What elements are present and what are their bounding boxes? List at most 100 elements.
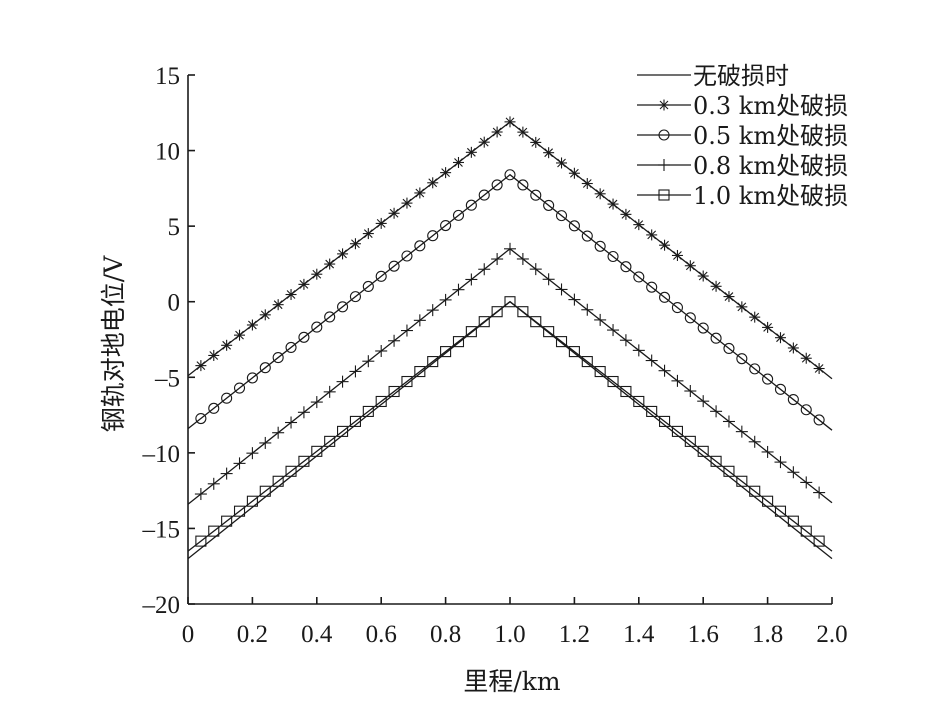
data-point-square: [659, 415, 671, 427]
data-point-square: [774, 505, 787, 517]
data-point-square: [543, 326, 555, 338]
x-ticks: 0 0.2 0.4 0.6 0.8 1.0 1.2 1.4 1.6 1.8 2.0: [182, 597, 848, 648]
data-point-square: [208, 525, 220, 537]
data-point-circle: [221, 392, 233, 404]
data-point-circle: [465, 199, 477, 211]
x-tick-label: 0: [182, 621, 195, 648]
data-point-square: [221, 515, 233, 527]
data-point-circle: [543, 199, 555, 211]
data-point-circle: [233, 382, 246, 394]
data-point-square: [414, 365, 426, 378]
data-point-square: [272, 475, 284, 487]
data-point-circle: [594, 240, 606, 252]
data-point-square: [440, 346, 452, 358]
y-axis-label: 钢轨对地电位/V: [99, 255, 128, 432]
legend-item: 无破损时: [637, 62, 789, 90]
y-tick-label: 15: [155, 63, 180, 90]
data-point-circle: [388, 260, 400, 272]
data-point-circle: [491, 179, 503, 191]
data-point-circle: [452, 209, 465, 221]
data-point-circle: [800, 404, 812, 416]
data-point-square: [259, 485, 271, 497]
data-point-circle: [659, 291, 671, 303]
data-point-circle: [813, 414, 825, 426]
data-point-square: [568, 346, 580, 358]
legend-item: 0.3 km处破损: [637, 92, 848, 120]
data-point-circle: [324, 311, 336, 323]
y-tick-label: 10: [155, 139, 180, 166]
data-point-square: [375, 395, 387, 408]
data-point-circle: [530, 189, 542, 201]
legend-label: 1.0 km处破损: [693, 182, 848, 210]
data-point-square: [465, 326, 477, 338]
data-point-square: [478, 316, 490, 328]
data-point-circle: [646, 281, 658, 293]
data-point-circle: [349, 291, 361, 303]
data-point-square: [684, 435, 696, 447]
data-point-square: [530, 316, 542, 328]
data-point-square: [311, 445, 323, 457]
data-point-circle: [311, 321, 323, 333]
data-point-square: [324, 435, 336, 447]
data-point-circle: [736, 353, 748, 365]
data-point-square: [246, 495, 258, 507]
series-line: [187, 300, 833, 552]
data-point-square: [594, 365, 606, 378]
data-point-circle: [749, 363, 761, 375]
data-point-circle: [633, 271, 645, 283]
y-tick-label: –5: [154, 365, 180, 392]
data-point-square: [581, 356, 593, 368]
data-point-square: [710, 455, 722, 467]
x-tick-label: 0.6: [366, 621, 397, 648]
data-point-square: [401, 375, 413, 388]
series-line: [187, 300, 833, 560]
legend-item: 0.8 km处破损: [637, 152, 848, 180]
plot-area: 15 10 5 0 –5 –10 –15 –20 0 0.2 0.4 0.6 0.8 1.0 1.2 1.4…: [142, 63, 848, 648]
y-tick-label: 5: [168, 214, 181, 241]
data-point-square: [658, 189, 670, 201]
x-tick-label: 0.4: [301, 621, 333, 648]
x-tick-label: 1.8: [752, 621, 783, 648]
data-point-square: [362, 405, 374, 417]
y-tick-label: –10: [142, 441, 181, 468]
data-point-circle: [723, 342, 735, 354]
data-point-square: [349, 415, 361, 427]
data-point-square: [427, 356, 439, 368]
data-point-square: [633, 395, 645, 408]
data-point-square: [646, 405, 658, 417]
data-point-circle: [504, 169, 516, 181]
data-point-circle: [478, 189, 490, 201]
series-3: [187, 242, 833, 505]
legend-item: 1.0 km处破损: [637, 182, 848, 210]
y-tick-label: –15: [142, 516, 181, 543]
data-point-square: [787, 515, 799, 527]
data-point-circle: [671, 302, 683, 314]
x-tick-label: 0.8: [430, 621, 461, 648]
data-point-circle: [581, 230, 593, 242]
data-point-square: [517, 306, 529, 318]
x-axis-label: 里程/km: [463, 667, 561, 696]
data-point-square: [298, 455, 310, 467]
data-point-circle: [658, 129, 670, 141]
series-line: [187, 247, 833, 505]
data-point-circle: [620, 261, 632, 273]
data-point-circle: [285, 341, 297, 353]
data-point-square: [555, 336, 568, 348]
data-point-circle: [440, 219, 452, 232]
data-point-square: [800, 525, 812, 537]
legend-label: 无破损时: [693, 62, 789, 90]
y-tick-label: –20: [142, 592, 181, 619]
data-point-circle: [555, 210, 568, 222]
data-point-circle: [710, 332, 722, 344]
legend-label: 0.5 km处破损: [693, 122, 848, 150]
y-ticks: 15 10 5 0 –5 –10 –15 –20: [142, 63, 195, 619]
data-point-circle: [517, 179, 529, 191]
data-point-square: [671, 425, 683, 437]
data-point-square: [504, 296, 516, 308]
data-point-square: [813, 535, 825, 547]
legend-label: 0.3 km处破损: [693, 92, 848, 120]
data-point-circle: [195, 412, 207, 425]
data-point-circle: [787, 393, 799, 406]
data-point-circle: [427, 230, 439, 242]
data-point-circle: [375, 270, 387, 282]
